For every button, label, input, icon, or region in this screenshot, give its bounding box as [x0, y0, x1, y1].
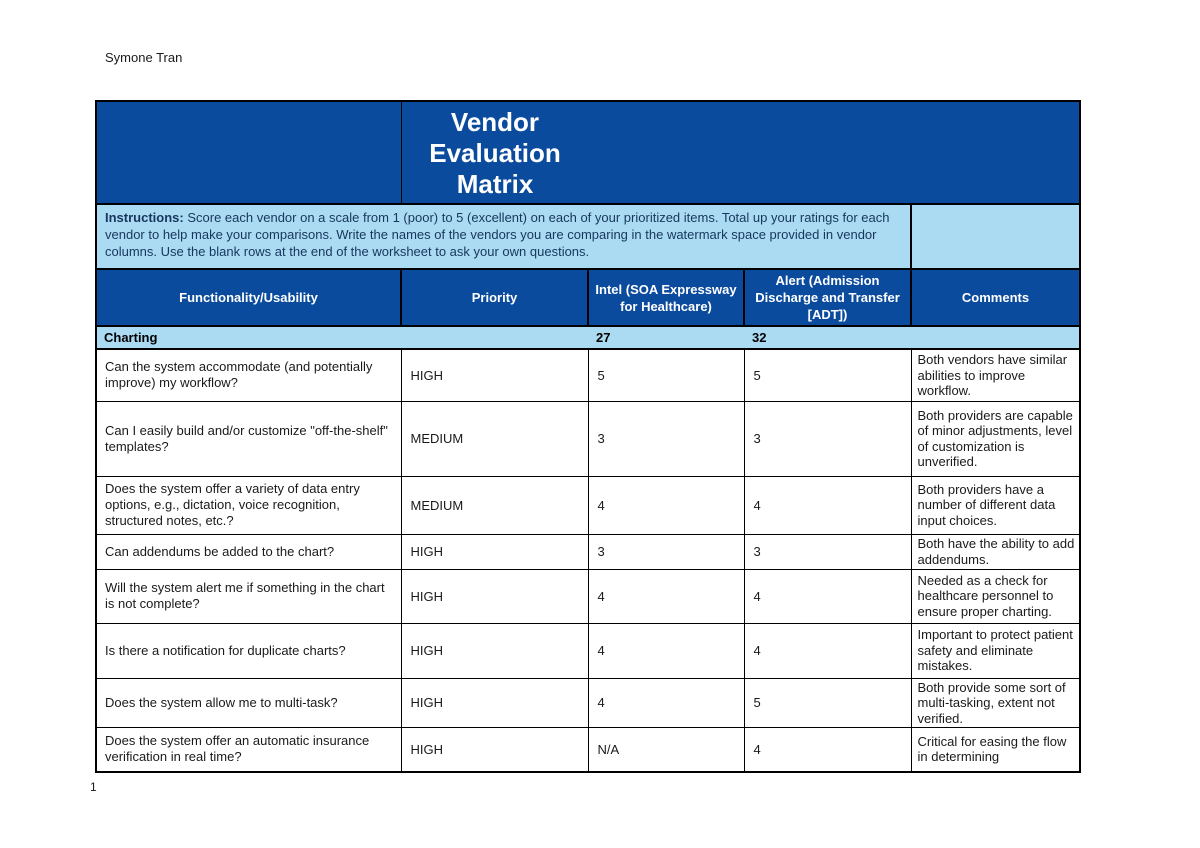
table-row: Will the system alert me if something in…	[95, 568, 1081, 624]
alert-score-cell: 4	[743, 475, 912, 535]
comment-cell: Needed as a check for healthcare personn…	[910, 568, 1081, 624]
priority-cell: HIGH	[400, 533, 589, 570]
header-priority: Priority	[400, 268, 589, 327]
alert-score-cell: 5	[743, 348, 912, 402]
priority-cell: HIGH	[400, 677, 589, 728]
intel-score-cell: N/A	[587, 727, 745, 772]
priority-cell: HIGH	[400, 727, 589, 772]
priority-cell: MEDIUM	[400, 475, 589, 535]
question-cell: Can I easily build and/or customize "off…	[95, 400, 402, 477]
comment-cell: Critical for easing the flow in determin…	[910, 727, 1081, 772]
instructions-label: Instructions:	[105, 210, 184, 225]
alert-total: 32	[752, 330, 767, 345]
table-row: Can the system accommodate (and potentia…	[95, 348, 1081, 402]
question-cell: Is there a notification for duplicate ch…	[95, 622, 402, 679]
section-row-charting: Charting 27 32	[95, 325, 1081, 350]
alert-score-cell: 4	[743, 727, 912, 772]
alert-score-cell: 3	[743, 533, 912, 570]
priority-cell: HIGH	[400, 348, 589, 402]
matrix-body: Vendor Evaluation Matrix Instructions: S…	[95, 100, 1081, 772]
intel-total: 27	[596, 330, 611, 345]
alert-score-cell: 4	[743, 568, 912, 624]
comment-cell: Both providers have a number of differen…	[910, 475, 1081, 535]
question-cell: Will the system alert me if something in…	[95, 568, 402, 624]
page-title: Vendor Evaluation Matrix	[429, 107, 561, 199]
comment-cell: Both have the ability to add addendums.	[910, 533, 1081, 570]
author-name: Symone Tran	[105, 50, 183, 65]
question-cell: Does the system offer an automatic insur…	[95, 727, 402, 772]
vendor-evaluation-table: Vendor Evaluation Matrix Instructions: S…	[95, 100, 1081, 773]
intel-score-cell: 5	[587, 348, 745, 402]
priority-cell: MEDIUM	[400, 400, 589, 477]
comment-cell: Important to protect patient safety and …	[910, 622, 1081, 679]
header-vendor-alert: Alert (Admission Discharge and Transfer …	[743, 268, 912, 327]
priority-cell: HIGH	[400, 622, 589, 679]
instructions-text: Score each vendor on a scale from 1 (poo…	[105, 210, 890, 259]
table-row: Does the system allow me to multi-task? …	[95, 677, 1081, 728]
instructions-side-cell	[910, 203, 1081, 270]
header-functionality: Functionality/Usability	[95, 268, 402, 327]
priority-cell: HIGH	[400, 568, 589, 624]
column-header-row: Functionality/Usability Priority Intel (…	[95, 268, 1081, 327]
title-cell: Vendor Evaluation Matrix	[400, 100, 1081, 205]
instructions-cell: Instructions: Score each vendor on a sca…	[95, 203, 912, 270]
comment-cell: Both vendors have similar abilities to i…	[910, 348, 1081, 402]
intel-score-cell: 4	[587, 677, 745, 728]
instructions-row: Instructions: Score each vendor on a sca…	[95, 203, 1081, 270]
question-cell: Can the system accommodate (and potentia…	[95, 348, 402, 402]
section-cell: Charting 27 32	[95, 325, 1081, 350]
intel-score-cell: 4	[587, 622, 745, 679]
intel-score-cell: 3	[587, 533, 745, 570]
title-spacer-cell	[95, 100, 402, 205]
comment-cell: Both provide some sort of multi-tasking,…	[910, 677, 1081, 728]
title-row: Vendor Evaluation Matrix	[95, 100, 1081, 205]
header-vendor-intel: Intel (SOA Expressway for Healthcare)	[587, 268, 745, 327]
intel-score-cell: 4	[587, 475, 745, 535]
alert-score-cell: 4	[743, 622, 912, 679]
header-comments: Comments	[910, 268, 1081, 327]
table-row: Can addendums be added to the chart? HIG…	[95, 533, 1081, 570]
table-row: Is there a notification for duplicate ch…	[95, 622, 1081, 679]
question-cell: Can addendums be added to the chart?	[95, 533, 402, 570]
section-label: Charting	[104, 330, 158, 345]
intel-score-cell: 4	[587, 568, 745, 624]
table-row: Does the system offer a variety of data …	[95, 475, 1081, 535]
question-cell: Does the system offer a variety of data …	[95, 475, 402, 535]
table-row: Does the system offer an automatic insur…	[95, 727, 1081, 772]
comment-cell: Both providers are capable of minor adju…	[910, 400, 1081, 477]
alert-score-cell: 3	[743, 400, 912, 477]
alert-score-cell: 5	[743, 677, 912, 728]
page-number: 1	[90, 780, 97, 794]
intel-score-cell: 3	[587, 400, 745, 477]
question-cell: Does the system allow me to multi-task?	[95, 677, 402, 728]
table-row: Can I easily build and/or customize "off…	[95, 400, 1081, 477]
